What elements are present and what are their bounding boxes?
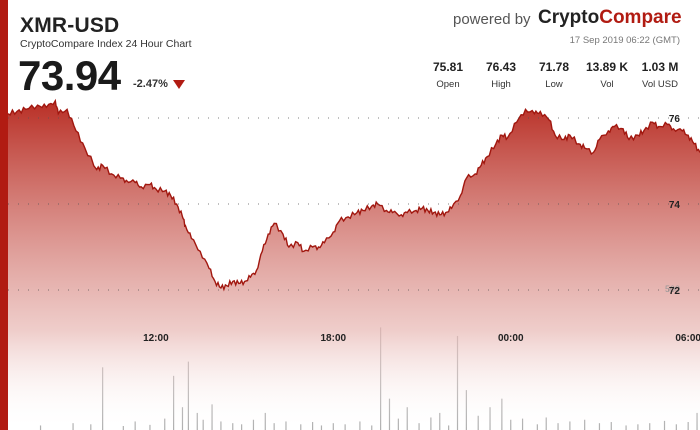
down-arrow-icon xyxy=(173,80,185,89)
y-tick-label: 72 xyxy=(669,286,681,297)
volume-axis-label: 500 xyxy=(665,284,680,294)
brand-logo-part-a: Crypto xyxy=(538,7,600,28)
stat-open: 75.81 Open xyxy=(418,60,478,90)
stat-open-label: Open xyxy=(436,79,460,90)
stat-vol-usd: 1.03 M Vol USD xyxy=(630,60,690,90)
stat-high-value: 76.43 xyxy=(485,60,517,74)
brand-logo-part-b: Compare xyxy=(599,7,682,28)
stat-low-label: Low xyxy=(545,79,563,90)
price-change: -2.47% xyxy=(133,78,168,90)
y-tick-label: 76 xyxy=(669,114,681,125)
stat-vol-label: Vol xyxy=(600,79,614,90)
stat-vol-usd-value: 1.03 M xyxy=(641,60,679,74)
current-price: 73.94 xyxy=(18,52,121,99)
timestamp: 17 Sep 2019 06:22 (GMT) xyxy=(569,35,680,46)
x-tick-label: 12:00 xyxy=(143,333,169,344)
stat-vol-value: 13.89 K xyxy=(585,60,629,74)
stat-open-value: 75.81 xyxy=(432,60,464,74)
powered-by-label: powered by xyxy=(453,11,531,28)
stat-high-label: High xyxy=(491,79,511,90)
stat-vol-usd-label: Vol USD xyxy=(642,79,678,90)
stat-low: 71.78 Low xyxy=(524,60,584,90)
price-area xyxy=(8,100,700,430)
x-tick-label: 00:00 xyxy=(498,333,524,344)
stat-high: 76.43 High xyxy=(471,60,531,90)
price-line xyxy=(7,98,700,292)
brand-logo[interactable]: CryptoCompare xyxy=(538,7,682,29)
x-tick-label: 18:00 xyxy=(321,333,347,344)
accent-bar xyxy=(0,0,8,430)
chart-subtitle: CryptoCompare Index 24 Hour Chart xyxy=(20,38,192,50)
stat-vol: 13.89 K Vol xyxy=(577,60,637,90)
stat-low-value: 71.78 xyxy=(538,60,570,74)
x-tick-label: 06:00 xyxy=(675,333,700,344)
y-tick-label: 74 xyxy=(669,200,681,211)
pair-title: XMR-USD xyxy=(20,14,120,37)
